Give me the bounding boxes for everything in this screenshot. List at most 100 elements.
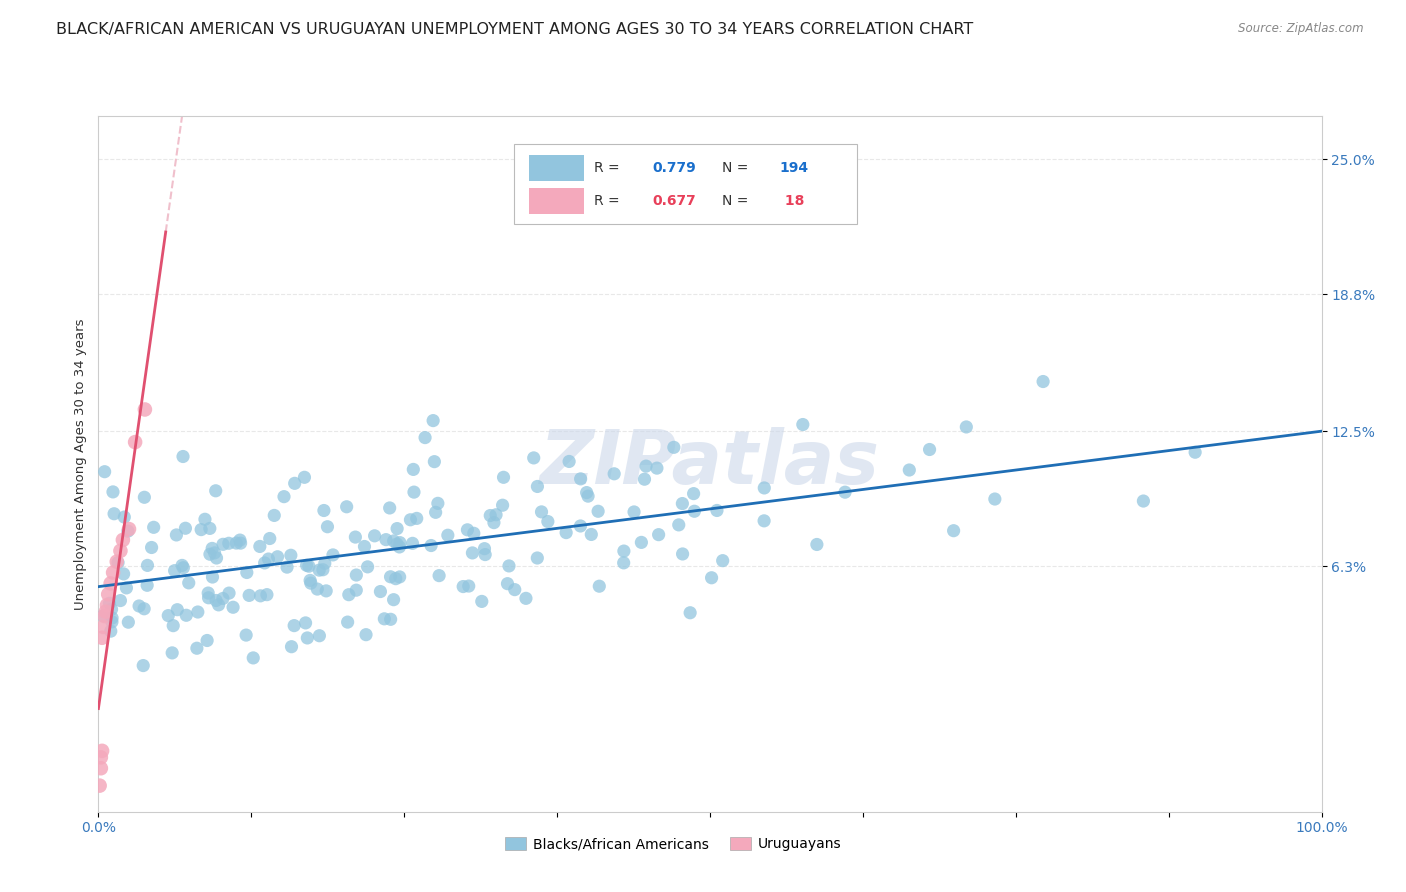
Point [93, 609, 115, 624]
Point [413, 431, 436, 445]
Point [523, 450, 546, 465]
Point [194, 512, 217, 526]
Point [645, 461, 668, 475]
Point [336, 500, 359, 514]
Legend: Blacks/African Americans, Uruguayans: Blacks/African Americans, Uruguayans [501, 832, 846, 857]
Point [581, 527, 603, 541]
Point [380, 570, 402, 584]
Point [375, 533, 398, 547]
Point [336, 615, 359, 629]
Point [792, 417, 814, 432]
Text: 0.677: 0.677 [652, 194, 696, 208]
Point [385, 537, 408, 551]
Point [402, 485, 425, 500]
Point [461, 546, 484, 560]
FancyBboxPatch shape [515, 144, 856, 224]
Point [942, 524, 965, 538]
Point [456, 523, 478, 537]
Point [100, 602, 122, 616]
Point [312, 563, 335, 577]
Point [249, 589, 271, 603]
Point [134, 601, 156, 615]
Point [229, 533, 252, 547]
Point [322, 548, 344, 562]
Point [177, 575, 200, 590]
Text: N =: N = [723, 161, 754, 175]
Point [482, 516, 505, 530]
Point [259, 532, 281, 546]
Point [91, 631, 114, 645]
Point [558, 454, 581, 468]
Point [316, 520, 339, 534]
Point [337, 588, 360, 602]
Point [668, 517, 690, 532]
FancyBboxPatch shape [529, 155, 583, 181]
Point [491, 498, 513, 512]
Point [136, 558, 159, 573]
Point [295, 558, 318, 573]
Point [283, 618, 305, 632]
Point [103, 507, 125, 521]
Point [437, 528, 460, 542]
Point [555, 525, 578, 540]
Point [299, 576, 322, 591]
Point [97, 587, 120, 601]
Point [266, 549, 288, 564]
Point [425, 505, 447, 519]
Point [236, 566, 259, 580]
Point [496, 576, 519, 591]
Point [100, 576, 122, 591]
Point [222, 600, 245, 615]
Point [315, 583, 337, 598]
Point [101, 615, 124, 629]
Text: N =: N = [723, 194, 754, 208]
Point [380, 612, 402, 626]
Point [384, 572, 406, 586]
Point [280, 640, 302, 654]
Point [249, 540, 271, 554]
Point [471, 594, 494, 608]
Point [344, 530, 367, 544]
Point [117, 524, 139, 538]
Point [201, 541, 224, 556]
Point [299, 574, 322, 588]
Point [630, 535, 652, 549]
Point [174, 521, 197, 535]
Point [280, 549, 302, 563]
Point [312, 503, 335, 517]
Point [187, 605, 209, 619]
FancyBboxPatch shape [529, 187, 583, 214]
Point [492, 470, 515, 484]
Point [190, 523, 212, 537]
Point [485, 508, 508, 522]
Point [1032, 375, 1054, 389]
Point [373, 612, 395, 626]
Text: R =: R = [593, 161, 624, 175]
Point [623, 505, 645, 519]
Point [229, 536, 252, 550]
Point [107, 556, 129, 570]
Text: BLACK/AFRICAN AMERICAN VS URUGUAYAN UNEMPLOYMENT AMONG AGES 30 TO 34 YEARS CORRE: BLACK/AFRICAN AMERICAN VS URUGUAYAN UNEM… [56, 22, 973, 37]
Point [353, 540, 375, 554]
Point [423, 455, 446, 469]
Point [101, 566, 124, 580]
Point [284, 476, 307, 491]
Point [201, 570, 224, 584]
Point [134, 490, 156, 504]
Point [110, 543, 132, 558]
Point [633, 472, 655, 486]
Point [662, 440, 685, 454]
Point [382, 592, 405, 607]
Point [613, 556, 636, 570]
Point [91, 620, 114, 634]
Point [207, 598, 229, 612]
Point [172, 450, 194, 464]
Point [165, 528, 187, 542]
Point [112, 510, 135, 524]
Point [160, 646, 183, 660]
Point [111, 533, 134, 547]
Point [530, 505, 553, 519]
Point [576, 489, 599, 503]
Point [101, 611, 124, 625]
Point [427, 568, 450, 582]
